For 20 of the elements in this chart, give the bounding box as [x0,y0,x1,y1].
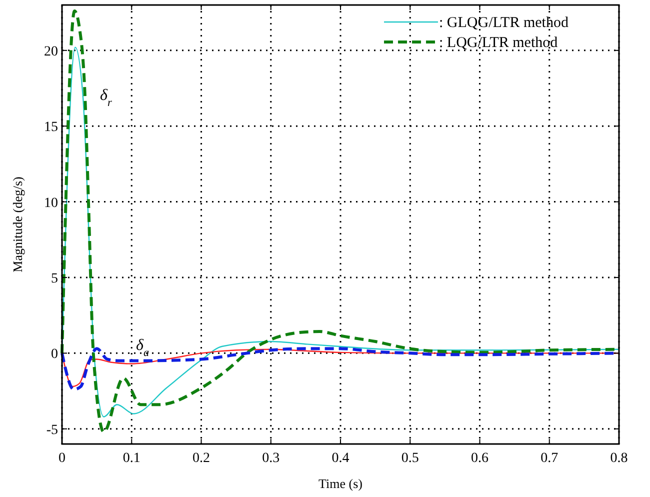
annotation: δ$_{r}$ [100,87,112,109]
x-tick-label: 0.4 [332,451,350,466]
y-tick-label: 20 [44,44,58,60]
x-tick-label: 0.1 [122,451,140,466]
x-tick-label: 0.7 [540,451,558,466]
y-tick-label: 5 [51,271,58,286]
legend-label: : LQG/LTR method [439,35,558,51]
y-tick-label: -5 [46,422,58,438]
x-tick-label: 0.6 [471,451,488,466]
legend-label: : GLQG/LTR method [439,15,569,31]
y-tick-label: 0 [51,347,58,362]
x-axis-title: Time (s) [318,476,362,491]
y-tick-label: 10 [44,196,58,211]
x-tick-label: 0.5 [401,451,419,466]
annotation: δ$_{a}$ [136,337,150,359]
x-tick-label: 0.8 [610,451,628,466]
y-tick-label: 15 [44,120,58,136]
x-tick-label: 0.2 [192,451,210,466]
y-axis-title: Magnitude (deg/s) [10,176,25,272]
x-tick-label: 0.3 [262,451,280,466]
